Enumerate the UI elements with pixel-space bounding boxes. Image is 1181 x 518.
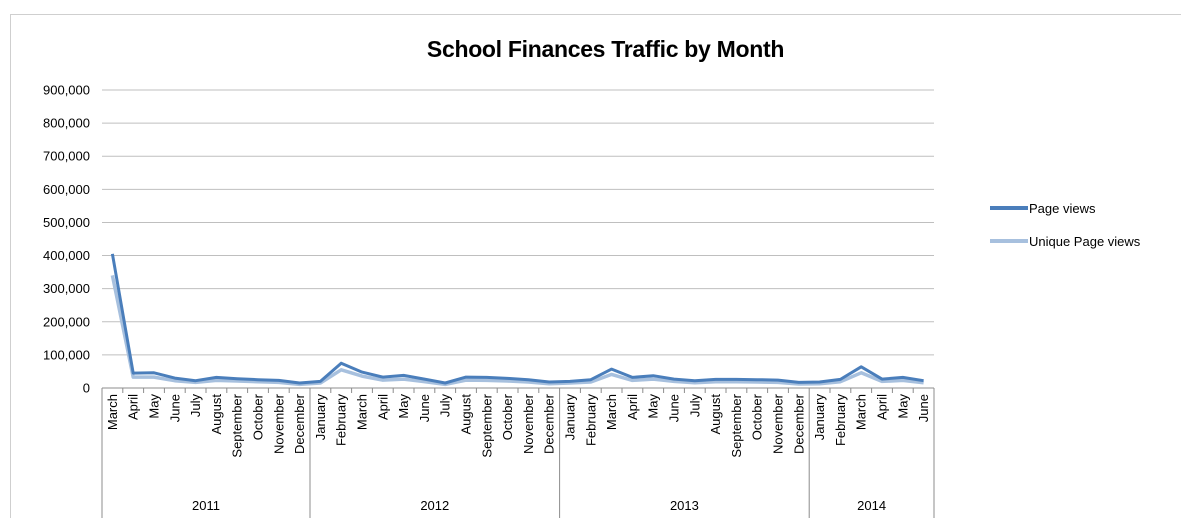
x-category-label: March: [854, 394, 869, 430]
x-category-label: January: [812, 394, 827, 441]
y-tick-label: 0: [83, 381, 90, 396]
x-category-label: May: [396, 394, 411, 419]
y-tick-label: 400,000: [43, 248, 90, 263]
chart-title: School Finances Traffic by Month: [426, 36, 785, 62]
x-category-label: July: [438, 394, 453, 418]
legend-label: Unique Page views: [1029, 234, 1141, 249]
y-tick-label: 500,000: [43, 215, 90, 230]
x-category-label: October: [750, 393, 765, 440]
x-category-label: December: [791, 393, 806, 454]
x-category-label: November: [771, 393, 786, 454]
y-tick-label: 600,000: [43, 182, 90, 197]
year-group-label: 2011: [192, 498, 220, 513]
x-category-label: October: [500, 393, 515, 440]
series-lines: [110, 253, 924, 387]
x-axis-category-labels: March April May June July August September Octo…: [105, 393, 931, 457]
x-category-label: May: [646, 394, 661, 419]
x-category-label: August: [708, 394, 723, 435]
series-line-page-views: [110, 253, 924, 385]
x-category-label: March: [105, 394, 120, 430]
x-category-label: March: [355, 394, 370, 430]
x-category-label: April: [375, 394, 390, 420]
x-category-label: October: [251, 393, 266, 440]
x-category-label: June: [417, 394, 432, 422]
series-line-unique-page-views: [110, 275, 924, 387]
x-category-label: December: [292, 393, 307, 454]
x-category-label: June: [916, 394, 931, 422]
x-category-label: March: [604, 394, 619, 430]
x-category-label: June: [667, 394, 682, 422]
y-tick-label: 800,000: [43, 116, 90, 131]
x-category-label: February: [583, 394, 598, 447]
y-tick-label: 300,000: [43, 281, 90, 296]
year-group-label: 2013: [670, 498, 699, 513]
x-category-label: November: [271, 393, 286, 454]
y-axis-tick-labels: 0 100,000 200,000 300,000 400,000 500,000 600,…: [43, 83, 90, 396]
x-category-label: September: [729, 393, 744, 457]
y-tick-label: 200,000: [43, 314, 90, 329]
legend: Page views Unique Page views: [990, 201, 1141, 249]
x-category-label: April: [126, 394, 141, 420]
year-group-label: 2012: [420, 498, 449, 513]
x-category-label: February: [334, 394, 349, 447]
legend-label: Page views: [1029, 201, 1096, 216]
chart-frame: [10, 14, 1181, 518]
x-category-label: May: [895, 394, 910, 419]
x-category-label: July: [687, 394, 702, 418]
axes: [101, 387, 935, 393]
x-category-label: August: [209, 394, 224, 435]
x-category-label: April: [875, 394, 890, 420]
x-category-label: December: [542, 393, 557, 454]
x-axis-year-groups: 2011 2012 2013 2014: [101, 393, 935, 518]
gridlines: [102, 89, 934, 356]
x-category-label: May: [147, 394, 162, 419]
x-category-label: November: [521, 393, 536, 454]
x-category-label: January: [563, 394, 578, 441]
x-category-label: February: [833, 394, 848, 447]
x-category-label: January: [313, 394, 328, 441]
x-category-label: July: [188, 394, 203, 418]
x-category-label: August: [459, 394, 474, 435]
y-tick-label: 900,000: [43, 83, 90, 98]
x-category-label: April: [625, 394, 640, 420]
x-category-label: June: [167, 394, 182, 422]
y-tick-label: 100,000: [43, 347, 90, 362]
x-category-label: September: [479, 393, 494, 457]
year-group-label: 2014: [857, 498, 886, 513]
x-category-label: September: [230, 393, 245, 457]
y-tick-label: 700,000: [43, 149, 90, 164]
